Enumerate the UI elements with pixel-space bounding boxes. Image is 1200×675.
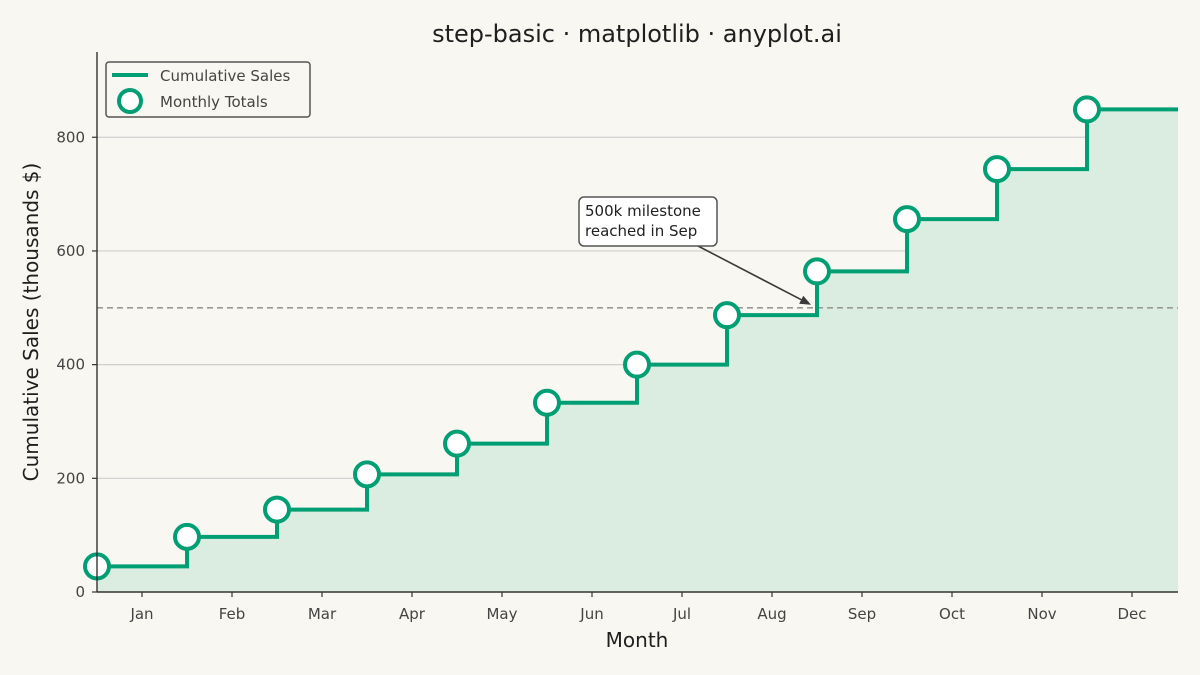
marker-dec — [1073, 95, 1101, 124]
annotation-line-1: 500k milestone — [585, 202, 701, 220]
x-tick-label-nov: Nov — [1027, 605, 1056, 623]
y-tick-label-800: 800 — [56, 128, 85, 146]
marker-oct — [893, 205, 921, 234]
x-tick-label-dec: Dec — [1117, 605, 1146, 623]
x-tick-label-sep: Sep — [848, 605, 876, 623]
x-tick-label-jan: Jan — [129, 605, 153, 623]
x-tick-label-jul: Jul — [672, 605, 691, 623]
x-tick-label-apr: Apr — [399, 605, 426, 623]
marker-may — [443, 429, 471, 458]
annotation-box — [578, 196, 718, 247]
legend-box — [105, 61, 311, 118]
marker-jun — [533, 388, 561, 417]
y-axis-title: Cumulative Sales (thousands $) — [19, 163, 43, 482]
x-tick-label-may: May — [486, 605, 517, 623]
marker-jul — [623, 350, 651, 379]
chart-title: step-basic · matplotlib · anyplot.ai — [432, 20, 842, 48]
annotation-line-2: reached in Sep — [585, 222, 697, 240]
legend-marker-swatch — [117, 88, 143, 114]
y-tick-label-200: 200 — [56, 469, 85, 487]
x-tick-label-aug: Aug — [757, 605, 786, 623]
marker-nov — [983, 155, 1011, 184]
y-tick-label-400: 400 — [56, 356, 85, 374]
x-tick-label-feb: Feb — [219, 605, 246, 623]
legend-label-cumulative-sales: Cumulative Sales — [160, 67, 290, 85]
x-tick-labels: Jan Feb Mar Apr May Jun Jul Aug Sep Oct Nov Dec — [129, 592, 1147, 623]
x-axis-title: Month — [606, 628, 669, 652]
axes — [96, 52, 1178, 593]
annotation-arrow — [697, 245, 802, 301]
legend-label-monthly-totals: Monthly Totals — [160, 93, 268, 111]
annotation: 500k milestone reached in Sep — [578, 196, 811, 305]
x-tick-label-mar: Mar — [308, 605, 337, 623]
y-tick-labels: 0 200 400 600 800 — [56, 128, 97, 601]
marker-feb — [173, 522, 201, 551]
y-tick-label-0: 0 — [75, 583, 85, 601]
x-tick-label-oct: Oct — [939, 605, 965, 623]
marker-sep — [803, 257, 831, 286]
marker-apr — [353, 460, 381, 489]
y-tick-label-600: 600 — [56, 242, 85, 260]
legend: Cumulative Sales Monthly Totals — [105, 61, 311, 118]
marker-mar — [263, 495, 291, 524]
marker-aug — [713, 301, 741, 330]
x-tick-label-jun: Jun — [579, 605, 603, 623]
annotation-arrowhead — [799, 295, 811, 305]
